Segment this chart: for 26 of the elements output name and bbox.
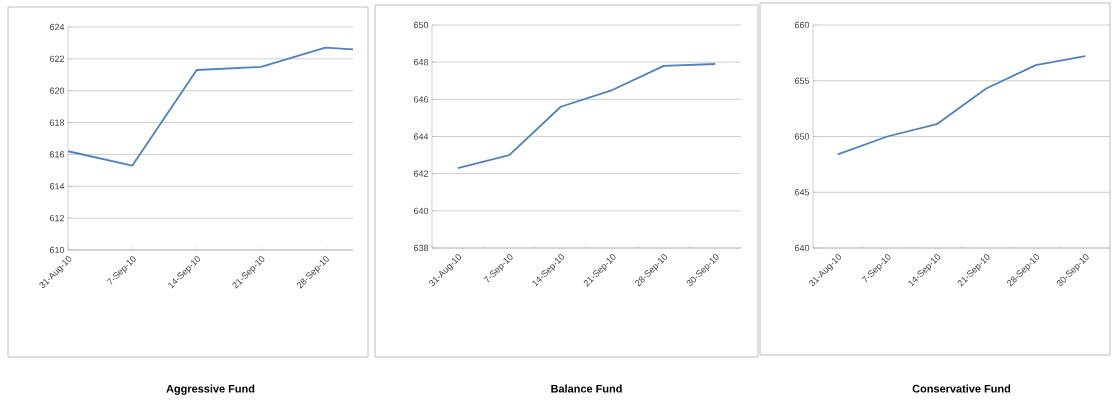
y-tick-label: 650 — [794, 133, 810, 140]
y-tick-label: 620 — [49, 87, 65, 94]
y-tick-label: 640 — [794, 244, 810, 252]
y-tick-label: 650 — [413, 21, 429, 29]
y-tick-label: 612 — [49, 214, 65, 222]
line-series — [836, 55, 1087, 156]
text: Aggressive Fund — [166, 384, 255, 395]
line-series — [456, 63, 717, 169]
y-tick-label: 660 — [794, 21, 810, 29]
y-tick-label: 655 — [794, 77, 810, 84]
y-tick-label: 645 — [794, 189, 810, 196]
y-tick-label: 644 — [413, 133, 429, 140]
y-tick-label: 618 — [49, 119, 65, 126]
line-series — [68, 46, 354, 167]
y-tick-label: 622 — [49, 55, 65, 63]
y-tick-label: 646 — [413, 96, 429, 103]
y-tick-label: 640 — [413, 207, 429, 215]
y-tick-label: 648 — [413, 58, 429, 66]
y-tick-label: 610 — [49, 246, 65, 254]
text: Conservative Fund — [912, 384, 1011, 393]
y-tick-label: 614 — [49, 183, 65, 190]
y-tick-label: 642 — [413, 170, 429, 177]
text: Balance Fund — [551, 384, 622, 393]
y-tick-label: 638 — [413, 244, 429, 252]
y-tick-label: 624 — [49, 23, 65, 31]
y-tick-label: 616 — [49, 151, 65, 158]
